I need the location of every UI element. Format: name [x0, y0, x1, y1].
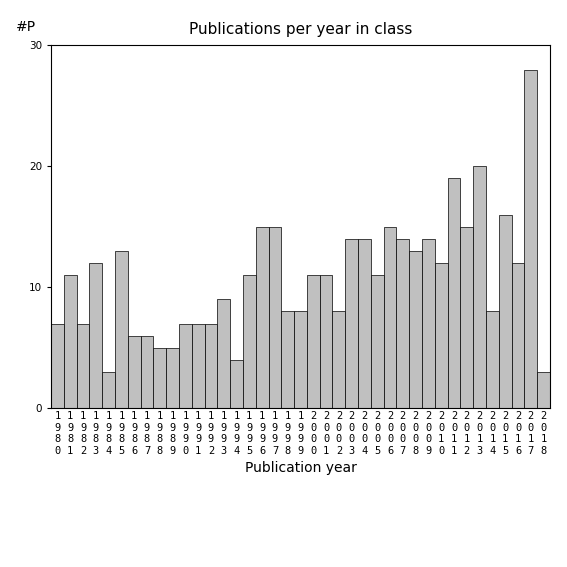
Bar [179, 324, 192, 408]
X-axis label: Publication year: Publication year [244, 462, 357, 475]
Bar [358, 239, 371, 408]
Bar [499, 215, 511, 408]
Title: Publications per year in class: Publications per year in class [189, 22, 412, 37]
Bar [141, 336, 154, 408]
Bar [486, 311, 499, 408]
Bar [90, 263, 102, 408]
Bar [77, 324, 90, 408]
Bar [154, 348, 166, 408]
Bar [64, 275, 77, 408]
Bar [422, 239, 435, 408]
Bar [128, 336, 141, 408]
Bar [102, 372, 115, 408]
Text: #P: #P [16, 20, 36, 35]
Bar [384, 227, 396, 408]
Bar [409, 251, 422, 408]
Bar [371, 275, 384, 408]
Bar [396, 239, 409, 408]
Bar [447, 179, 460, 408]
Bar [51, 324, 64, 408]
Bar [217, 299, 230, 408]
Bar [230, 360, 243, 408]
Bar [294, 311, 307, 408]
Bar [166, 348, 179, 408]
Bar [435, 263, 447, 408]
Bar [243, 275, 256, 408]
Bar [307, 275, 320, 408]
Bar [192, 324, 205, 408]
Bar [281, 311, 294, 408]
Bar [332, 311, 345, 408]
Bar [511, 263, 524, 408]
Bar [524, 70, 537, 408]
Bar [460, 227, 473, 408]
Bar [537, 372, 550, 408]
Bar [115, 251, 128, 408]
Bar [345, 239, 358, 408]
Bar [205, 324, 217, 408]
Bar [256, 227, 269, 408]
Bar [320, 275, 332, 408]
Bar [473, 166, 486, 408]
Bar [269, 227, 281, 408]
